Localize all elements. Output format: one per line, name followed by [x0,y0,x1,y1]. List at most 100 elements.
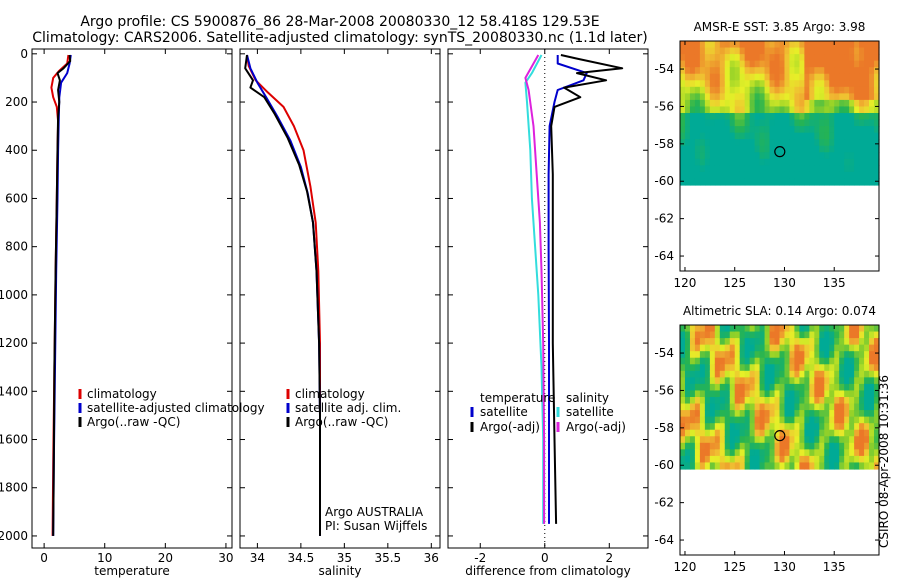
amsr-heat-cell [739,99,746,108]
sla-heat-cell [694,436,701,444]
sla-heat-cell [834,325,840,333]
amsr-heat-cell [724,60,731,68]
difference-legend-label: Argo(-adj) [480,420,540,434]
amsr-heat-cell [739,152,746,160]
amsr-heat-cell [839,41,845,49]
sla-heat-cell [789,442,796,450]
amsr-heat-cell [680,132,686,140]
temperature-ytick-label: 600 [5,191,28,205]
sla-heat-cell [704,436,711,444]
amsr-heat-cell [799,99,805,108]
sla-heat-cell [874,396,880,405]
sla-heat-cell [809,436,815,444]
sla-heat-cell [784,416,791,424]
amsr-heat-cell [769,119,776,127]
temperature-ytick-label: 1400 [0,384,28,398]
sla-heat-cell [699,383,706,392]
sla-heat-cell [799,396,805,405]
amsr-heat-cell [849,41,855,49]
sla-heat-cell [814,331,820,339]
sla-heat-cell [759,364,766,372]
sla-heat-cell [849,338,855,346]
amsr-heat-cell [759,54,766,62]
amsr-heat-cell [714,41,721,49]
amsr-ytick-label: -56 [654,99,674,113]
sla-heat-cell [769,357,776,365]
sla-heat-cell [764,403,771,411]
amsr-heat-cell [854,132,860,140]
amsr-heat-cell [749,106,756,114]
sla-heat-cell [779,462,786,470]
sla-heat-cell [799,455,805,464]
amsr-heat-cell [729,60,736,68]
sla-heat-cell [734,351,741,359]
amsr-heat-cell [839,165,845,173]
amsr-heat-cell [859,139,865,147]
sla-heat-cell [799,357,805,365]
sla-heat-cell [834,344,840,352]
amsr-heat-cell [859,47,865,55]
sla-heat-cell [844,442,850,450]
amsr-heat-cell [699,139,706,147]
sla-heat-cell [739,390,746,398]
sla-heat-cell [689,325,696,333]
amsr-heat-cell [749,158,756,166]
amsr-heat-cell [824,178,830,186]
amsr-heat-cell [849,47,855,55]
amsr-heat-cell [849,158,855,166]
sla-heat-cell [729,390,736,398]
amsr-heat-cell [759,80,766,88]
sla-heat-cell [814,390,820,398]
amsr-heat-cell [689,67,696,75]
amsr-heat-cell [734,60,741,68]
amsr-heat-cell [799,80,805,88]
sla-heat-cell [744,455,751,464]
amsr-heat-cell [834,126,840,134]
sla-heat-cell [799,410,805,418]
sla-heat-cell [680,390,686,398]
amsr-heat-cell [809,119,815,127]
amsr-heat-cell [699,152,706,160]
amsr-heat-cell [684,80,691,88]
amsr-heat-cell [779,119,786,127]
amsr-heat-cell [784,171,791,180]
sla-heat-cell [859,436,865,444]
amsr-heat-cell [864,47,870,55]
amsr-heat-cell [869,106,875,114]
amsr-heat-cell [834,158,840,166]
amsr-heat-cell [749,165,756,173]
amsr-heat-cell [814,145,820,153]
amsr-heat-cell [759,60,766,68]
sla-heat-cell [684,436,691,444]
sla-heat-cell [799,370,805,378]
sla-heat-cell [809,455,815,464]
amsr-heat-cell [784,106,791,114]
sla-heat-cell [699,455,706,464]
amsr-heat-cell [849,152,855,160]
sla-heat-cell [784,325,791,333]
amsr-heat-cell [799,119,805,127]
sla-heat-cell [694,429,701,437]
sla-heat-cell [709,351,716,359]
amsr-heat-cell [774,171,781,180]
amsr-xtick-label: 135 [823,276,846,290]
sla-heat-cell [874,436,880,444]
sla-heat-cell [869,410,875,418]
amsr-heat-cell [754,93,761,101]
amsr-heat-cell [839,60,845,68]
amsr-heat-cell [824,99,830,108]
amsr-heat-cell [719,152,726,160]
amsr-heat-cell [759,132,766,140]
sla-heat-cell [729,331,736,339]
sla-heat-cell [749,357,756,365]
sla-heat-cell [694,455,701,464]
amsr-heat-cell [694,145,701,153]
sla-heat-cell [779,429,786,437]
amsr-heat-cell [799,86,805,94]
sla-heat-cell [709,455,716,464]
amsr-heat-cell [724,165,731,173]
sla-heat-cell [874,442,880,450]
sla-heat-cell [769,364,776,372]
amsr-heat-cell [769,73,776,81]
sla-heat-cell [724,338,731,346]
